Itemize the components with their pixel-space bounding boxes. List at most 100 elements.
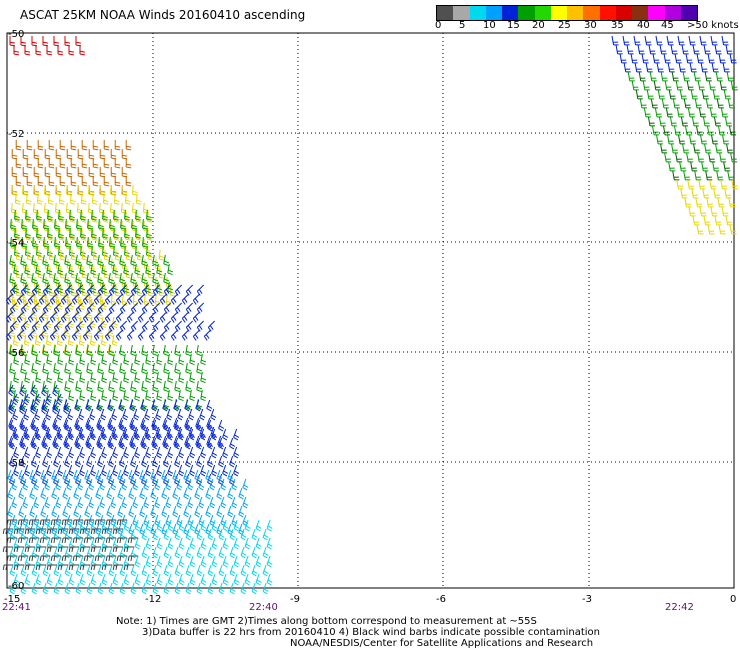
wind-barb [115,311,124,323]
wind-barb [80,227,86,239]
wind-barb [701,89,709,100]
legend-label: 25 [558,20,571,31]
wind-barb [71,311,80,323]
wind-barb [652,125,660,136]
wind-barb [702,116,711,127]
lon-label: -3 [582,594,592,605]
legend-swatch [437,6,454,20]
wind-barb [75,455,82,468]
wind-barb [91,193,98,205]
wind-barb [38,293,47,305]
wind-barb [9,455,16,468]
wind-barb [132,496,139,509]
legend-label: >50 knots [687,20,739,31]
wind-barb [53,36,60,47]
wind-barb [110,167,117,178]
wind-barb [231,514,238,527]
wind-barb [99,185,106,196]
wind-barb [40,487,47,500]
wind-barb [615,44,623,55]
wind-barb [71,329,80,341]
wind-barb [28,519,40,526]
wind-barb [60,329,69,341]
wind-barb [178,519,185,532]
wind-barb [185,528,192,541]
wind-barb [200,537,207,550]
wind-barb [165,478,172,491]
wind-barb [90,389,97,402]
wind-barb [678,62,686,73]
wind-barb [19,384,26,397]
wind-barb [174,380,181,393]
wind-barb [68,446,75,459]
wind-barb [169,285,176,297]
wind-barb [233,464,240,477]
wind-barb [22,478,29,491]
wind-barb [43,184,50,196]
wind-barb [101,389,108,402]
wind-barb [63,399,70,412]
wind-barb [6,537,18,544]
wind-barb [134,389,141,402]
wind-barb [227,505,234,518]
wind-barb [227,487,234,500]
wind-barb [654,107,662,118]
wind-barb [81,158,88,169]
wind-barb [163,302,172,314]
wind-barb [645,62,653,73]
wind-barb [46,528,58,535]
wind-barb [218,419,225,432]
wind-barb [49,311,58,323]
wind-barb [187,514,194,527]
wind-barb [20,320,29,332]
wind-barb [74,399,81,412]
wind-barb [48,267,55,279]
wind-barb [5,311,14,323]
wind-barb [97,320,106,332]
wind-barb [16,329,25,341]
wind-barb [251,528,258,541]
wind-barb [244,573,251,586]
wind-barb [161,487,168,500]
wind-barb [156,519,163,532]
note-line-2: 3)Data buffer is 22 hrs from 20160410 4)… [142,627,600,638]
wind-barb [141,380,148,393]
wind-barb [68,263,75,276]
wind-barb [97,564,104,577]
wind-barb [163,564,170,577]
wind-barb [70,158,77,169]
legend-label: 10 [483,20,496,31]
wind-barb [130,284,139,296]
wind-barb [8,417,15,430]
wind-barb [41,417,48,430]
wind-barb [19,399,26,412]
wind-barb [167,428,174,441]
legend-label: 35 [611,20,624,31]
wind-barb [78,408,85,421]
wind-barb [64,284,73,296]
wind-barb [211,519,218,532]
wind-barb [189,555,196,568]
wind-barb [110,185,117,196]
wind-barb [117,487,124,500]
wind-barb [22,496,29,509]
wind-barb [150,469,157,482]
wind-barb [68,45,75,56]
wind-barb [119,284,128,296]
wind-barb [660,71,668,82]
wind-barb [685,125,693,136]
wind-barb [21,202,28,214]
wind-barb [40,469,47,482]
wind-barb [689,62,697,73]
wind-barb [154,496,161,509]
wind-barb [655,35,663,46]
wind-barb [633,35,641,46]
wind-barb [676,107,684,118]
wind-barb [123,389,130,402]
wind-barb [128,469,135,482]
wind-barb [222,519,229,532]
wind-barb [218,546,225,559]
wind-barb [112,564,124,571]
wind-barb [717,197,725,208]
wind-barb [32,236,38,248]
